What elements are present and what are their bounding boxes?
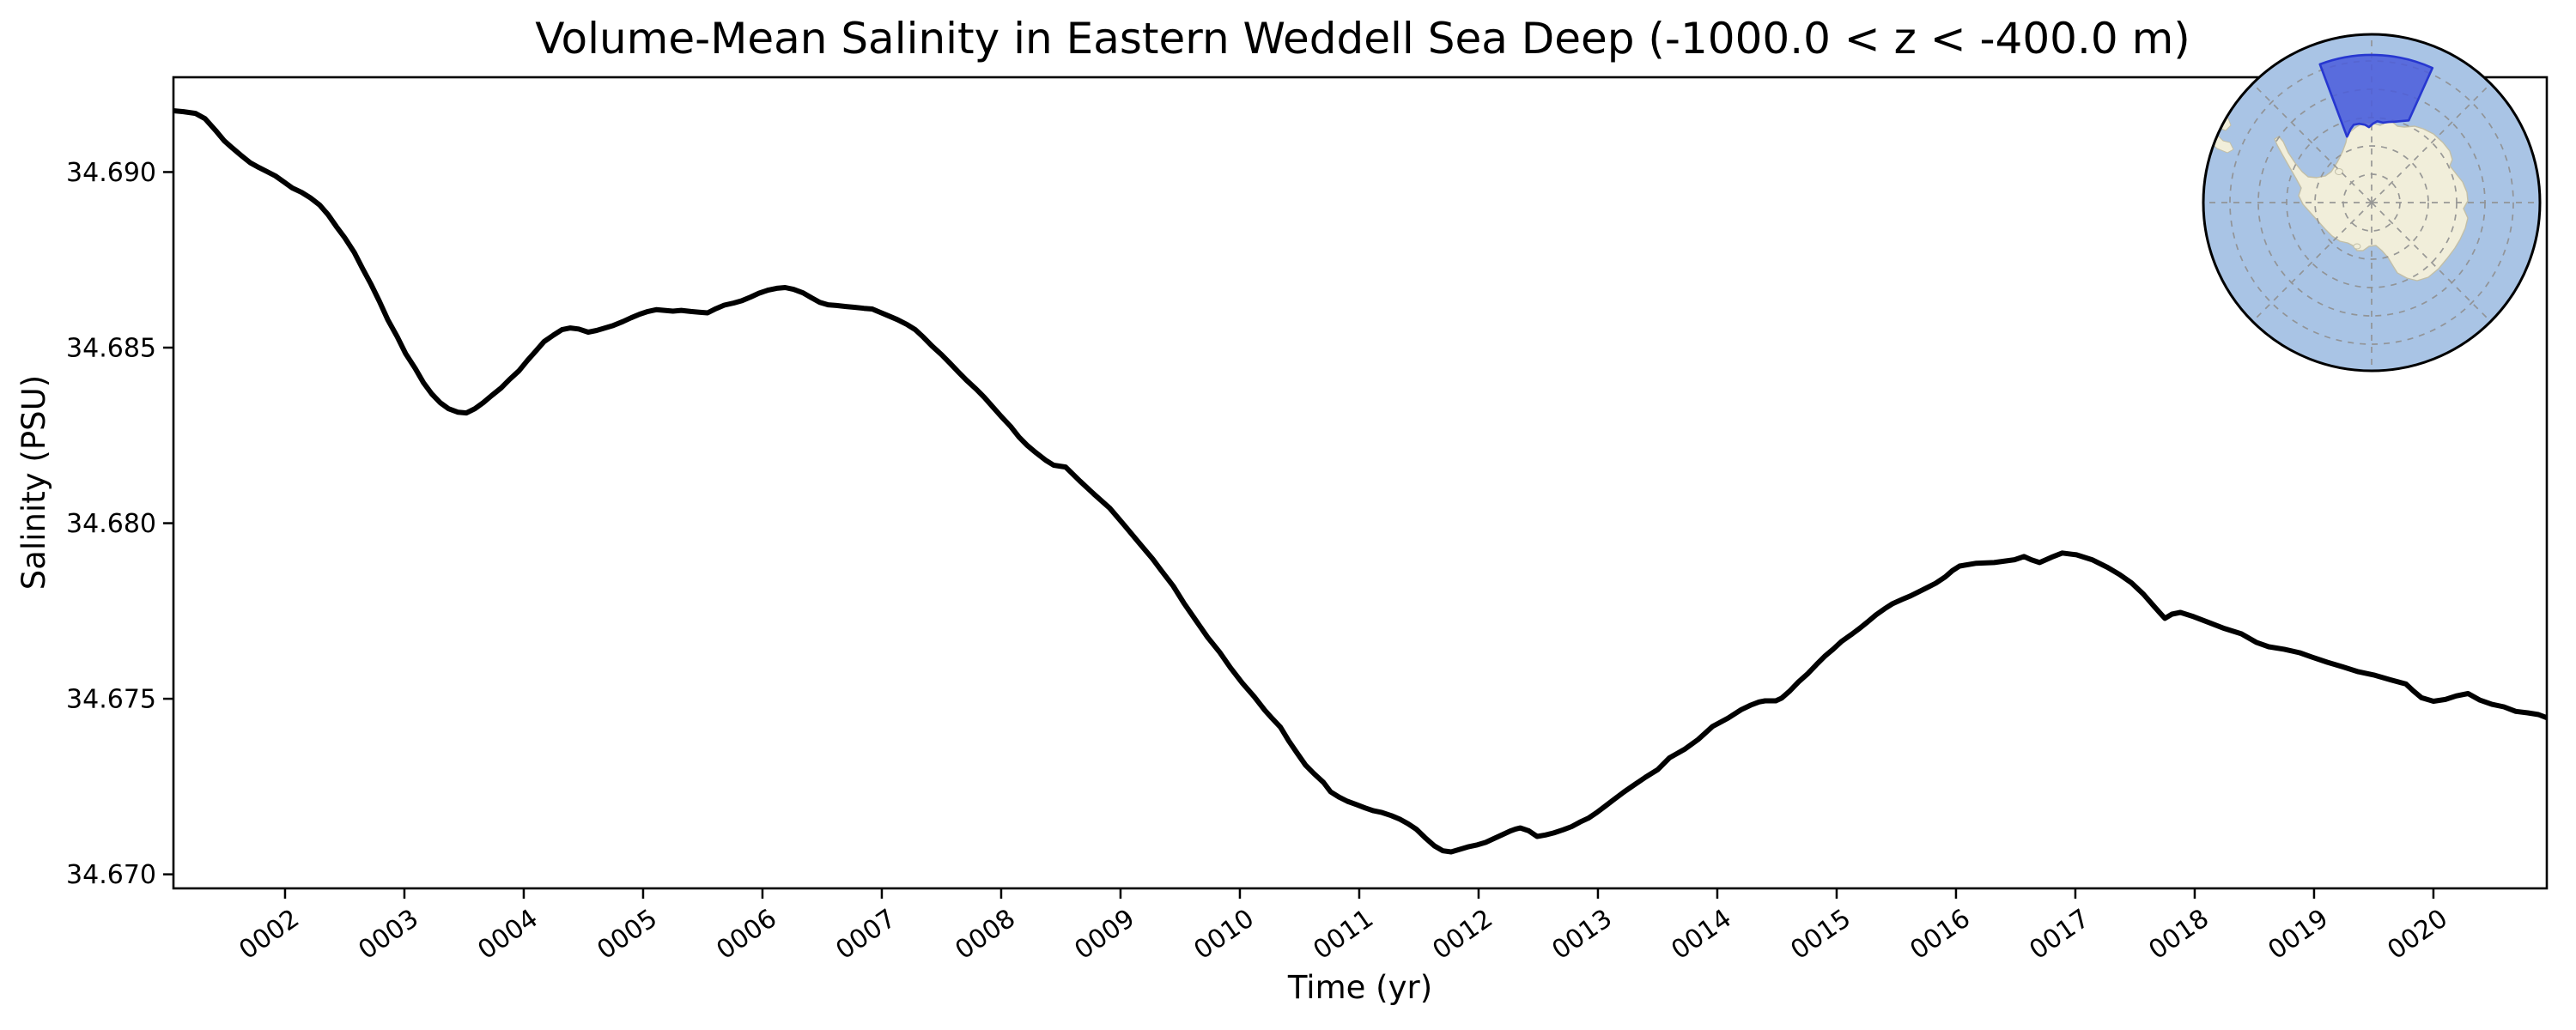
- salinity-line: [173, 107, 2547, 855]
- y-tick-label: 34.670: [66, 860, 156, 890]
- x-tick-label: 0013: [1546, 904, 1618, 966]
- x-tick-label: 0002: [234, 904, 305, 966]
- y-axis: 34.670 34.675 34.680 34.685 34.690: [66, 158, 173, 890]
- x-tick-label: 0008: [950, 904, 1021, 966]
- x-tick-label: 0020: [2382, 904, 2453, 966]
- x-tick-label: 0009: [1069, 904, 1140, 966]
- x-tick-label: 0007: [830, 904, 902, 966]
- x-axis-label: Time (yr): [1287, 969, 1432, 1006]
- inset-map-border: [2202, 33, 2542, 373]
- y-axis-label: Salinity (PSU): [15, 375, 52, 590]
- x-tick-label: 0019: [2263, 904, 2334, 966]
- x-tick-label: 0018: [2143, 904, 2215, 966]
- x-axis: 0002 0003 0004 0005 0006 0007 0008 0009 0010 0011…: [234, 888, 2453, 966]
- x-tick-label: 0004: [472, 904, 544, 966]
- island: [2335, 168, 2343, 175]
- y-tick-label: 34.680: [66, 509, 156, 539]
- region-highlight-eastern-weddell-sea: [2318, 53, 2434, 138]
- x-tick-label: 0016: [1905, 904, 1976, 966]
- x-tick-label: 0006: [711, 904, 782, 966]
- antarctica-inset-map: [2202, 33, 2542, 373]
- graticule-circle: [2314, 145, 2429, 260]
- chart-title: Volume-Mean Salinity in Eastern Weddell …: [535, 14, 2190, 64]
- x-tick-label: 0011: [1308, 904, 1379, 966]
- x-tick-label: 0014: [1666, 904, 1737, 966]
- x-tick-label: 0003: [353, 904, 424, 966]
- x-tick-label: 0015: [1785, 904, 1856, 966]
- x-tick-label: 0017: [2024, 904, 2095, 966]
- y-tick-label: 34.685: [66, 334, 156, 364]
- graticule-circle: [2229, 60, 2514, 345]
- x-tick-label: 0005: [592, 904, 663, 966]
- y-tick-label: 34.675: [66, 685, 156, 715]
- island: [2353, 243, 2361, 250]
- axes-border: [172, 76, 2549, 890]
- y-tick-label: 34.690: [66, 158, 156, 188]
- x-tick-label: 0010: [1188, 904, 1260, 966]
- x-tick-label: 0012: [1427, 904, 1498, 966]
